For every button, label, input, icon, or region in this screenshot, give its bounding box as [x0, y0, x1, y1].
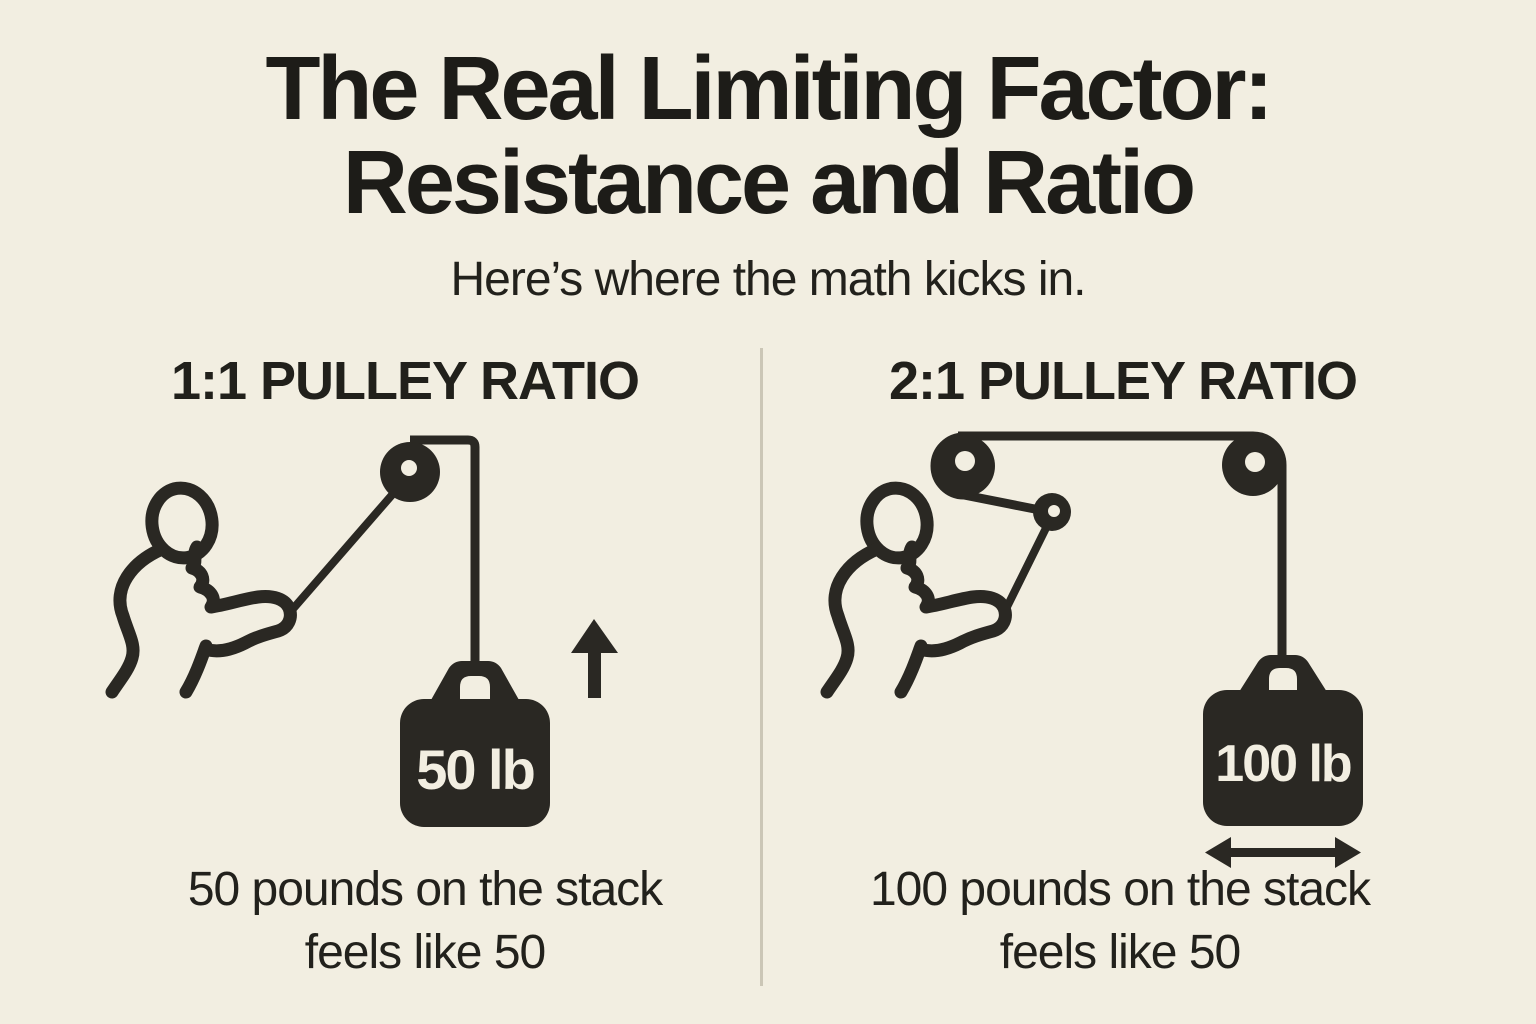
weight-label: 100 lb: [1215, 735, 1351, 793]
left-caption: 50 pounds on the stack feels like 50: [75, 858, 775, 984]
subtitle: Here’s where the math kicks in.: [450, 253, 1086, 306]
pulley-2to1-diagram: 100 lb: [790, 431, 1363, 868]
person-icon: [112, 484, 290, 692]
pulley-icon: [380, 442, 440, 502]
cable: [410, 435, 480, 668]
weight-label: 50 lb: [416, 738, 534, 801]
person-icon: [827, 484, 1005, 692]
pulley-icon: [933, 435, 995, 497]
left-caption-line-2: feels like 50: [304, 926, 546, 979]
right-panel-heading: 2:1 PULLEY RATIO: [888, 351, 1358, 411]
arrow-up-icon: [571, 619, 618, 698]
weight-icon: 50 lb: [400, 661, 550, 827]
page-title-line-1: The Real Limiting Factor:: [265, 39, 1273, 139]
left-caption-line-1: 50 pounds on the stack: [187, 863, 663, 916]
right-caption: 100 pounds on the stack feels like 50: [775, 858, 1465, 984]
right-caption-line-1: 100 pounds on the stack: [869, 863, 1371, 916]
panel-divider: [760, 348, 763, 986]
cable: [1000, 520, 1052, 617]
page-title-line-2: Resistance and Ratio: [342, 133, 1196, 233]
right-caption-line-2: feels like 50: [999, 926, 1241, 979]
pulley-icon: [1222, 434, 1284, 496]
left-panel-heading: 1:1 PULLEY RATIO: [170, 351, 640, 411]
small-pulley-icon: [1033, 493, 1071, 531]
cable: [288, 484, 402, 614]
page-title: The Real Limiting Factor: Resistance and…: [0, 42, 1536, 230]
weight-icon: 100 lb: [1203, 655, 1363, 826]
pulley-1to1-diagram: 50 lb: [40, 435, 618, 827]
arrow-left-right-icon: [1205, 837, 1361, 868]
